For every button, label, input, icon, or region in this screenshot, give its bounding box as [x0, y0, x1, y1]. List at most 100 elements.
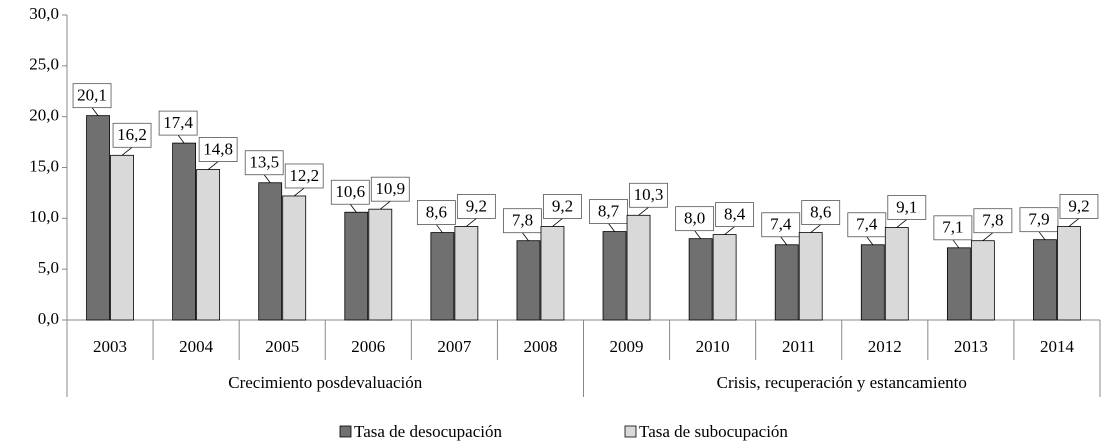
data-label: 9,2: [1068, 196, 1089, 215]
bar: [884, 227, 909, 321]
group-label: Crisis, recuperación y estancamiento: [717, 373, 967, 392]
label-box: [284, 163, 324, 189]
data-label: 9,2: [552, 196, 573, 215]
data-label: 7,1: [942, 218, 963, 237]
label-leader: [436, 224, 443, 233]
data-label: 8,6: [426, 202, 447, 221]
label-box: [112, 122, 152, 148]
label-box: [589, 199, 628, 224]
label-box: [933, 215, 973, 241]
bar: [688, 238, 713, 321]
data-label: 9,1: [896, 197, 917, 216]
label-leader: [638, 206, 649, 216]
data-label: 12,2: [289, 166, 319, 185]
label-box: [715, 202, 755, 228]
data-label: 7,4: [856, 215, 878, 234]
label-leader: [810, 224, 821, 233]
label-box: [973, 208, 1013, 234]
x-tick-label: 2013: [954, 337, 988, 356]
bar: [798, 232, 823, 321]
label-box: [158, 110, 198, 136]
label-box: [543, 194, 582, 219]
data-label: 10,3: [634, 185, 664, 204]
y-tick-label: 5,0: [38, 258, 59, 277]
data-label: 20,1: [77, 86, 107, 105]
bar: [970, 240, 995, 321]
legend-swatch: [339, 425, 352, 438]
label-leader: [724, 226, 735, 235]
label-leader: [982, 232, 994, 242]
x-tick-label: 2010: [696, 337, 730, 356]
data-label: 14,8: [203, 139, 233, 158]
label-box: [198, 137, 238, 162]
bar: [196, 169, 221, 321]
label-leader: [896, 219, 908, 228]
label-box: [456, 194, 496, 219]
data-label: 13,5: [249, 153, 279, 172]
bar: [946, 247, 971, 321]
data-label: 9,2: [466, 196, 487, 215]
label-leader: [952, 239, 960, 249]
label-leader: [177, 134, 185, 144]
bar: [860, 244, 885, 321]
x-tick-label: 2007: [437, 337, 472, 356]
bar: [86, 115, 110, 321]
label-leader: [466, 218, 477, 227]
label-leader: [780, 236, 788, 246]
label-box: [503, 208, 542, 234]
bar: [602, 231, 627, 321]
y-tick-label: 20,0: [29, 106, 59, 125]
bar: [258, 182, 283, 321]
label-leader: [1068, 218, 1080, 227]
label-box: [629, 182, 668, 208]
y-tick-label: 0,0: [38, 309, 59, 328]
label-leader: [121, 146, 133, 156]
x-tick-label: 2014: [1040, 337, 1075, 356]
bar: [110, 154, 134, 321]
data-label: 7,8: [512, 211, 533, 230]
bar: [1033, 239, 1057, 321]
data-label: 7,4: [770, 215, 792, 234]
legend-swatch: [624, 425, 637, 438]
label-box: [1059, 194, 1099, 219]
label-leader: [263, 174, 271, 183]
data-label: 8,0: [684, 209, 705, 228]
data-label: 7,8: [982, 211, 1003, 230]
legend-label: Tasa de desocupación: [354, 422, 502, 441]
label-leader: [380, 200, 391, 210]
label-leader: [1038, 231, 1046, 240]
label-box: [801, 200, 841, 225]
label-leader: [608, 223, 615, 232]
y-tick-label: 30,0: [29, 4, 59, 23]
data-label: 8,4: [724, 205, 746, 224]
bar: [626, 214, 651, 321]
bar: [368, 208, 393, 321]
x-tick-label: 2003: [93, 337, 127, 356]
bar: [1057, 226, 1081, 321]
bar: [282, 195, 307, 321]
label-box: [72, 83, 112, 109]
x-tick-label: 2012: [868, 337, 902, 356]
group-label: Crecimiento posdevaluación: [228, 373, 423, 392]
y-tick-label: 10,0: [29, 207, 59, 226]
x-tick-label: 2004: [179, 337, 214, 356]
label-leader: [866, 236, 874, 246]
label-box: [887, 195, 927, 220]
data-label: 8,6: [810, 202, 831, 221]
x-tick-label: 2008: [523, 337, 557, 356]
bar: [712, 234, 737, 321]
bar: [430, 232, 455, 321]
label-box: [675, 206, 715, 232]
y-tick-label: 25,0: [29, 55, 59, 74]
data-label: 10,9: [375, 179, 405, 198]
legend-label: Tasa de subocupación: [639, 422, 788, 441]
label-box: [847, 212, 887, 238]
label-box: [1019, 207, 1059, 233]
data-label: 8,7: [598, 201, 620, 220]
label-leader: [349, 203, 357, 213]
data-label: 17,4: [163, 113, 193, 132]
label-box: [370, 176, 410, 202]
label-leader: [91, 107, 99, 116]
x-tick-label: 2011: [782, 337, 815, 356]
